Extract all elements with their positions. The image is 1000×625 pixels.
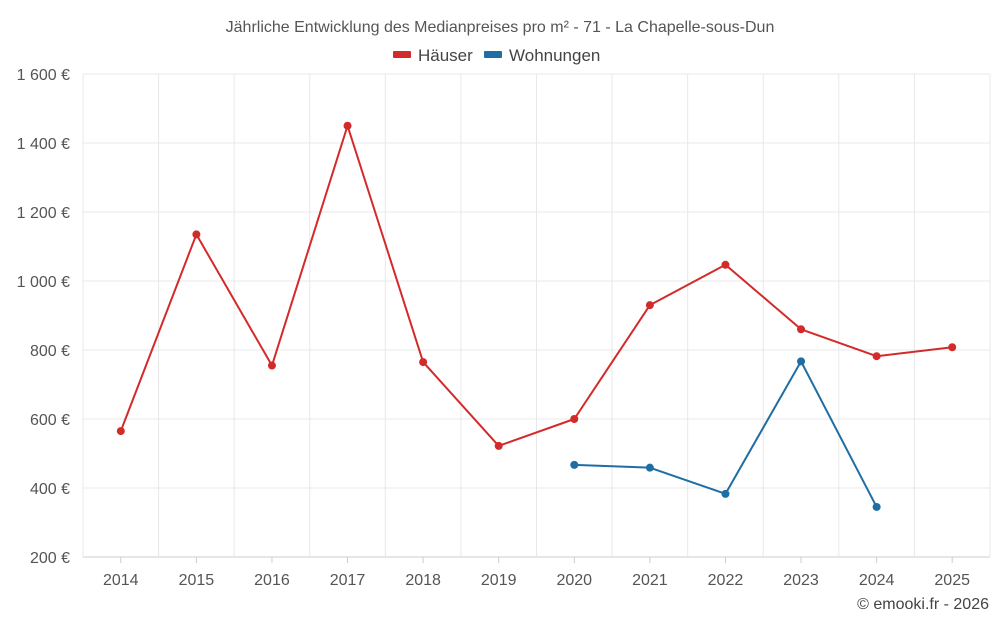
y-tick-label: 400 € <box>30 481 70 498</box>
series-line-haeuser <box>119 124 953 447</box>
data-point-haeuser[interactable] <box>419 358 428 367</box>
x-tick-label: 2022 <box>708 572 744 589</box>
legend-item-haeuser[interactable]: Häuser <box>393 46 473 65</box>
series-haeuser <box>116 121 957 450</box>
y-tick-label: 1 000 € <box>17 274 70 291</box>
x-tick-label: 2016 <box>254 572 290 589</box>
legend-swatch-haeuser <box>393 51 411 58</box>
credit-text: © emooki.fr - 2026 <box>857 596 989 613</box>
legend-label-haeuser: Häuser <box>418 46 473 65</box>
x-tick-label: 2014 <box>103 572 139 589</box>
x-tick-label: 2025 <box>934 572 970 589</box>
x-tick-label: 2023 <box>783 572 819 589</box>
x-tick-label: 2017 <box>330 572 366 589</box>
data-point-haeuser[interactable] <box>872 352 881 361</box>
y-tick-label: 600 € <box>30 412 70 429</box>
data-point-wohnungen[interactable] <box>570 460 579 469</box>
data-point-haeuser[interactable] <box>116 427 125 436</box>
data-point-haeuser[interactable] <box>645 301 654 310</box>
legend-item-wohnungen[interactable]: Wohnungen <box>484 46 600 65</box>
legend-label-wohnungen: Wohnungen <box>509 46 600 65</box>
data-point-wohnungen[interactable] <box>645 463 654 472</box>
data-point-haeuser[interactable] <box>948 343 957 352</box>
data-point-haeuser[interactable] <box>343 121 352 130</box>
y-tick-label: 1 200 € <box>17 205 70 222</box>
series-layer <box>116 121 957 511</box>
data-point-haeuser[interactable] <box>570 415 579 423</box>
y-tick-label: 800 € <box>30 343 70 360</box>
data-point-haeuser[interactable] <box>494 441 503 450</box>
x-tick-label: 2019 <box>481 572 517 589</box>
chart-title: Jährliche Entwicklung des Medianpreises … <box>226 19 775 36</box>
x-tick-label: 2021 <box>632 572 668 589</box>
x-axis-ticks: 2014 2015 2016 2017 2018 2019 2020 2021 2022 2023… <box>103 557 970 589</box>
data-point-haeuser[interactable] <box>192 230 201 239</box>
x-tick-label: 2024 <box>859 572 895 589</box>
legend: Häuser Wohnungen <box>393 46 600 65</box>
x-tick-label: 2018 <box>405 572 441 589</box>
x-tick-label: 2020 <box>556 572 592 589</box>
x-gridlines <box>82 74 991 557</box>
data-point-wohnungen[interactable] <box>872 502 881 511</box>
data-point-haeuser[interactable] <box>721 260 730 269</box>
x-tick-label: 2015 <box>179 572 215 589</box>
legend-swatch-wohnungen <box>484 51 502 58</box>
y-tick-label: 1 400 € <box>17 136 70 153</box>
y-axis-ticks: 200 € 400 € 600 € 800 € 1 000 € 1 200 € 1 400 … <box>17 67 70 567</box>
data-point-haeuser[interactable] <box>267 361 276 370</box>
series-line-wohnungen <box>574 360 878 508</box>
series-wohnungen <box>570 357 881 511</box>
y-tick-label: 200 € <box>30 550 70 567</box>
data-point-haeuser[interactable] <box>797 325 806 334</box>
data-point-wohnungen[interactable] <box>797 357 806 366</box>
y-tick-label: 1 600 € <box>17 67 70 84</box>
data-point-wohnungen[interactable] <box>721 489 730 498</box>
